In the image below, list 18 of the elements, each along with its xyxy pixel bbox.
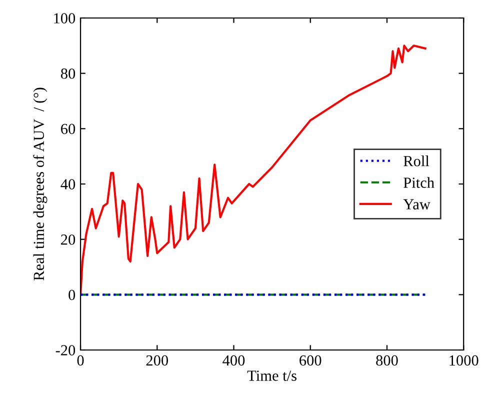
x-tick-label: 1000 xyxy=(450,355,478,366)
y-tick-label: 0 xyxy=(68,290,76,300)
x-tick-label: 400 xyxy=(222,355,245,366)
y-tick-label: -20 xyxy=(56,345,76,356)
x-tick-label: 200 xyxy=(146,355,168,366)
legend-label: Pitch xyxy=(404,177,434,188)
legend-label: Roll xyxy=(404,156,430,166)
y-tick-label: 100 xyxy=(54,13,76,24)
y-axis-title: Real time degrees of AUV / (°) xyxy=(33,88,48,280)
y-tick-label: 80 xyxy=(60,68,76,79)
y-tick-label: 40 xyxy=(60,179,76,190)
legend-label: Yaw xyxy=(403,199,430,210)
x-tick-label: 0 xyxy=(77,355,84,366)
x-tick-label: 600 xyxy=(300,355,322,366)
x-axis-title: Time t/s xyxy=(247,370,296,381)
x-tick-label: 800 xyxy=(376,355,398,366)
y-tick-label: 60 xyxy=(61,124,76,134)
y-tick-label: 20 xyxy=(61,234,76,245)
